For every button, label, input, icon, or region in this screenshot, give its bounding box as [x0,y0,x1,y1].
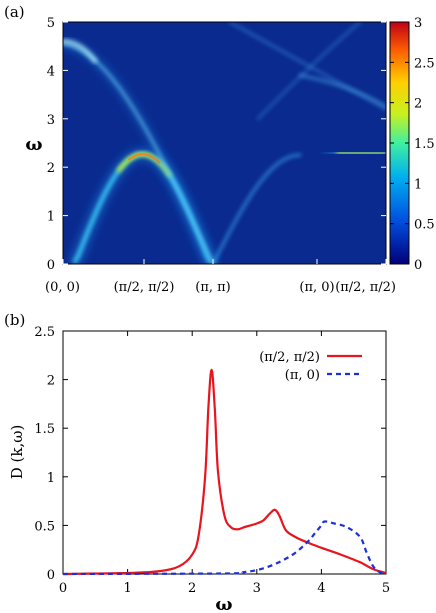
heatmap-band-upper-bright [63,38,98,64]
heatmap-y-tick-label: 0 [47,258,55,273]
line-x-tick-label: 2 [188,581,196,596]
heatmap-band-right-upper-a [228,22,386,111]
heatmap-y-tick-label: 2 [47,161,55,176]
heatmap-x-tick-label: (π/2, π/2) [335,280,396,295]
colorbar-ticks: 0 0.5 1 1.5 2 2.5 3 [390,16,435,273]
heatmap-y-tick-label: 5 [47,16,55,31]
heatmap-y-tick-label: 4 [47,64,55,79]
heatmap-band-right-flat [336,150,386,156]
line-x-tick-label: 3 [253,581,261,596]
line-y-tick-label: 1.5 [34,422,55,437]
panel-b-label: (b) [4,311,25,329]
series-line-1 [62,520,387,576]
heatmap-x-ticks: (0, 0) (π/2, π/2) (π, π) (π, 0) (π/2, π/2) [45,259,396,295]
colorbar-tick-label: 2.5 [414,56,435,71]
colorbar-tick-label: 0 [414,258,422,273]
line-y-tick-label: 2 [47,374,55,389]
panel-a-label: (a) [4,3,25,21]
line-y-tick-label: 0 [47,568,55,583]
heatmap-x-tick-label: (π/2, π/2) [114,280,175,295]
colorbar-tick-label: 1 [414,177,422,192]
colorbar-tick-label: 1.5 [414,137,435,152]
legend: (π/2, π/2) (π, 0) [259,350,362,383]
heatmap-band-peak-orange [128,153,161,164]
series-line-0 [62,368,387,576]
heatmap-y-axis-title: ω [25,134,42,155]
line-x-tick-label: 0 [59,581,67,596]
heatmap-frame [62,21,387,265]
line-x-tick-label: 1 [123,581,131,596]
heatmap-y-ticks: 0 1 2 3 4 5 [47,16,386,273]
line-plot-ticks: 0 1 2 3 4 5 0 0.5 1 1.5 2 2.5 [34,325,390,596]
heatmap-band-right-upper-c [298,73,386,109]
line-plot-y-axis-title: D (k,ω) [8,425,26,480]
panel-a: (a) 0 1 2 3 4 5 ω (0, 0) (π/2, π/2) (π, π) (π, 0… [4,3,435,295]
heatmap-x-tick-label: (0, 0) [45,280,80,295]
heatmap-x-tick-label: (π, 0) [299,280,334,295]
heatmap-band-right-rise [211,153,302,264]
colorbar-tick-label: 0.5 [414,218,435,233]
line-x-tick-label: 4 [317,581,325,596]
line-plot-frame [62,330,387,575]
heatmap-band-right-upper-b [256,22,362,121]
heatmap-background [63,22,386,264]
line-plot-series [62,368,387,576]
line-y-tick-label: 0.5 [34,519,55,534]
heatmap-features [63,22,386,264]
heatmap-y-tick-label: 1 [47,210,55,225]
line-y-tick-label: 2.5 [34,325,55,340]
legend-label-1: (π, 0) [285,368,320,383]
line-x-tick-label: 5 [382,581,390,596]
legend-label-0: (π/2, π/2) [259,350,320,365]
line-y-tick-label: 1 [47,471,55,486]
line-plot-x-axis-title: ω [215,594,232,613]
panel-b: (b) 0 1 2 3 4 5 0 0.5 1 1.5 2 2.5 D (k,ω) ω (π/2, π… [4,311,390,613]
colorbar-tick-label: 2 [414,97,422,112]
heatmap-x-tick-label: (π, π) [195,280,231,295]
colorbar-tick-label: 3 [414,16,422,31]
heatmap-y-tick-label: 3 [47,113,55,128]
